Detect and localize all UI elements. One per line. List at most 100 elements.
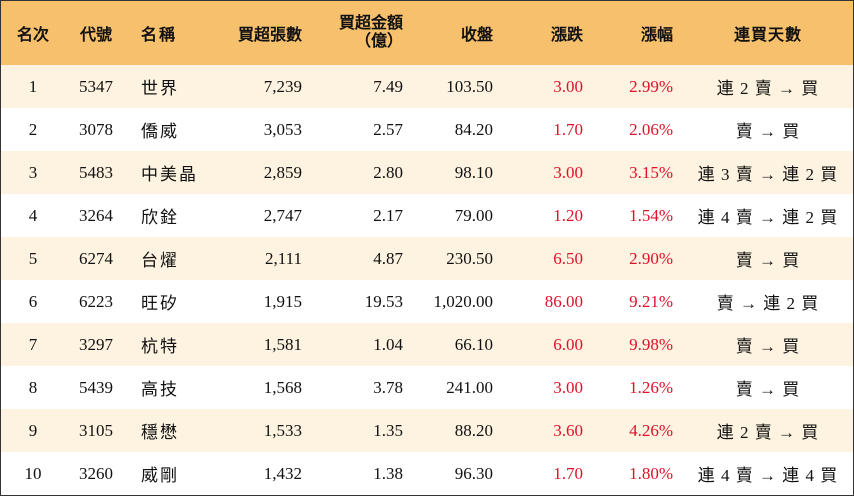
cell-rank: 1 — [28, 76, 38, 96]
cell-rank: 6 — [28, 291, 38, 311]
cell-rank: 4 — [28, 205, 38, 225]
cell-volume: 3,053 — [263, 119, 302, 139]
cell-code: 3264 — [79, 205, 113, 225]
cell-change: 3.00 — [553, 377, 583, 397]
cell-close: 98.10 — [454, 162, 493, 182]
cell-amount: 3.78 — [373, 377, 403, 397]
cell-volume: 2,111 — [265, 248, 302, 268]
cell-code: 5439 — [79, 377, 113, 397]
cell-rank: 2 — [28, 119, 38, 139]
cell-amount: 19.53 — [364, 291, 403, 311]
cell-code: 6274 — [79, 248, 113, 268]
cell-pct: 2.06% — [629, 119, 673, 139]
cell-pct: 1.80% — [629, 463, 673, 483]
cell-days: 賣 → 連 2 買 — [716, 294, 820, 313]
cell-close: 1,020.00 — [433, 291, 494, 311]
cell-code: 5347 — [79, 76, 113, 96]
cell-days: 連 2 賣 → 買 — [716, 423, 820, 442]
cell-rank: 10 — [24, 463, 42, 483]
cell-pct: 9.21% — [629, 291, 673, 311]
cell-name: 威剛 — [141, 466, 179, 485]
cell-close: 241.00 — [446, 377, 493, 397]
cell-code: 3297 — [79, 334, 113, 354]
table-row: 2 3078 僑威 3,053 2.57 84.20 1.70 2.06% 賣 → 買 — [1, 108, 853, 151]
cell-volume: 7,239 — [263, 76, 302, 96]
table-row: 7 3297 杭特 1,581 1.04 66.10 6.00 9.98% 賣 → 買 — [1, 323, 853, 366]
cell-name: 杭特 — [141, 337, 179, 356]
cell-pct: 9.98% — [629, 334, 673, 354]
cell-amount: 7.49 — [373, 76, 403, 96]
table-row: 9 3105 穩懋 1,533 1.35 88.20 3.60 4.26% 連 2 賣 → 買 — [1, 409, 853, 452]
table-row: 5 6274 台燿 2,111 4.87 230.50 6.50 2.90% 賣 → 買 — [1, 237, 853, 280]
cell-pct: 2.90% — [629, 248, 673, 268]
header-change: 漲跌 — [550, 27, 583, 44]
table-header: 名次 代號 名稱 買超張數 買超金額 （億） 收盤 漲跌 漲幅 連買天數 — [1, 1, 853, 65]
cell-volume: 2,859 — [263, 162, 302, 182]
cell-rank: 8 — [28, 377, 38, 397]
cell-name: 旺矽 — [141, 294, 179, 313]
cell-volume: 1,432 — [263, 463, 302, 483]
header-close: 收盤 — [460, 27, 493, 44]
cell-name: 台燿 — [141, 251, 179, 270]
cell-pct: 3.15% — [629, 162, 673, 182]
header-volume: 買超張數 — [237, 27, 302, 44]
table-row: 8 5439 高技 1,568 3.78 241.00 3.00 1.26% 賣 → 買 — [1, 366, 853, 409]
cell-rank: 9 — [28, 420, 38, 440]
cell-rank: 7 — [28, 334, 38, 354]
cell-amount: 1.35 — [373, 420, 403, 440]
cell-name: 高技 — [141, 380, 179, 399]
cell-code: 6223 — [79, 291, 113, 311]
cell-days: 賣 → 買 — [735, 122, 801, 141]
cell-pct: 4.26% — [629, 420, 673, 440]
cell-rank: 5 — [28, 248, 38, 268]
table-row: 1 5347 世界 7,239 7.49 103.50 3.00 2.99% 連 2 賣 → 買 — [1, 65, 853, 108]
table-row: 4 3264 欣銓 2,747 2.17 79.00 1.20 1.54% 連 4 賣 → 連 … — [1, 194, 853, 237]
cell-change: 1.20 — [553, 205, 583, 225]
cell-rank: 3 — [28, 162, 38, 182]
cell-close: 230.50 — [446, 248, 493, 268]
header-rank: 名次 — [16, 27, 49, 44]
table-row: 10 3260 威剛 1,432 1.38 96.30 1.70 1.80% 連 4 賣 → 連… — [1, 452, 853, 495]
cell-close: 103.50 — [446, 76, 493, 96]
cell-change: 1.70 — [553, 463, 583, 483]
cell-code: 3105 — [79, 420, 113, 440]
cell-pct: 1.26% — [629, 377, 673, 397]
header-pct: 漲幅 — [640, 27, 673, 44]
cell-amount: 2.80 — [373, 162, 403, 182]
header-amount-line1: 買超金額 — [338, 15, 403, 32]
cell-days: 賣 → 買 — [735, 380, 801, 399]
cell-change: 3.00 — [553, 76, 583, 96]
cell-code: 3260 — [79, 463, 113, 483]
cell-days: 連 4 賣 → 連 4 買 — [697, 466, 839, 485]
cell-change: 6.50 — [553, 248, 583, 268]
cell-change: 3.00 — [553, 162, 583, 182]
cell-amount: 2.57 — [373, 119, 403, 139]
cell-close: 66.10 — [454, 334, 493, 354]
cell-code: 5483 — [79, 162, 113, 182]
cell-days: 連 3 賣 → 連 2 買 — [697, 165, 839, 184]
cell-name: 中美晶 — [141, 165, 198, 184]
header-days: 連買天數 — [733, 27, 802, 44]
cell-close: 88.20 — [454, 420, 493, 440]
cell-amount: 2.17 — [373, 205, 403, 225]
table-row: 3 5483 中美晶 2,859 2.80 98.10 3.00 3.15% 連 3 賣 → 連… — [1, 151, 853, 194]
cell-close: 96.30 — [454, 463, 493, 483]
cell-volume: 1,581 — [263, 334, 302, 354]
cell-amount: 4.87 — [373, 248, 403, 268]
cell-volume: 1,533 — [263, 420, 302, 440]
cell-pct: 1.54% — [629, 205, 673, 225]
header-amount: 買超金額 （億） — [311, 1, 403, 65]
cell-change: 86.00 — [544, 291, 583, 311]
cell-name: 穩懋 — [141, 423, 179, 442]
cell-days: 賣 → 買 — [735, 337, 801, 356]
cell-change: 1.70 — [553, 119, 583, 139]
cell-days: 連 4 賣 → 連 2 買 — [697, 208, 839, 227]
cell-name: 世界 — [141, 79, 179, 98]
cell-amount: 1.04 — [373, 334, 403, 354]
cell-pct: 2.99% — [629, 76, 673, 96]
header-code: 代號 — [79, 27, 112, 44]
cell-days: 賣 → 買 — [735, 251, 801, 270]
header-amount-line2: （億） — [354, 33, 403, 50]
cell-change: 6.00 — [553, 334, 583, 354]
